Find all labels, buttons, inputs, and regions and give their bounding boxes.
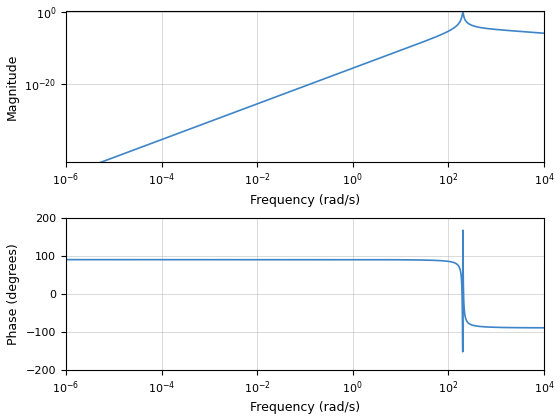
Y-axis label: Phase (degrees): Phase (degrees) [7,243,20,345]
Y-axis label: Magnitude: Magnitude [6,53,18,120]
X-axis label: Frequency (rad/s): Frequency (rad/s) [250,194,360,207]
X-axis label: Frequency (rad/s): Frequency (rad/s) [250,402,360,415]
